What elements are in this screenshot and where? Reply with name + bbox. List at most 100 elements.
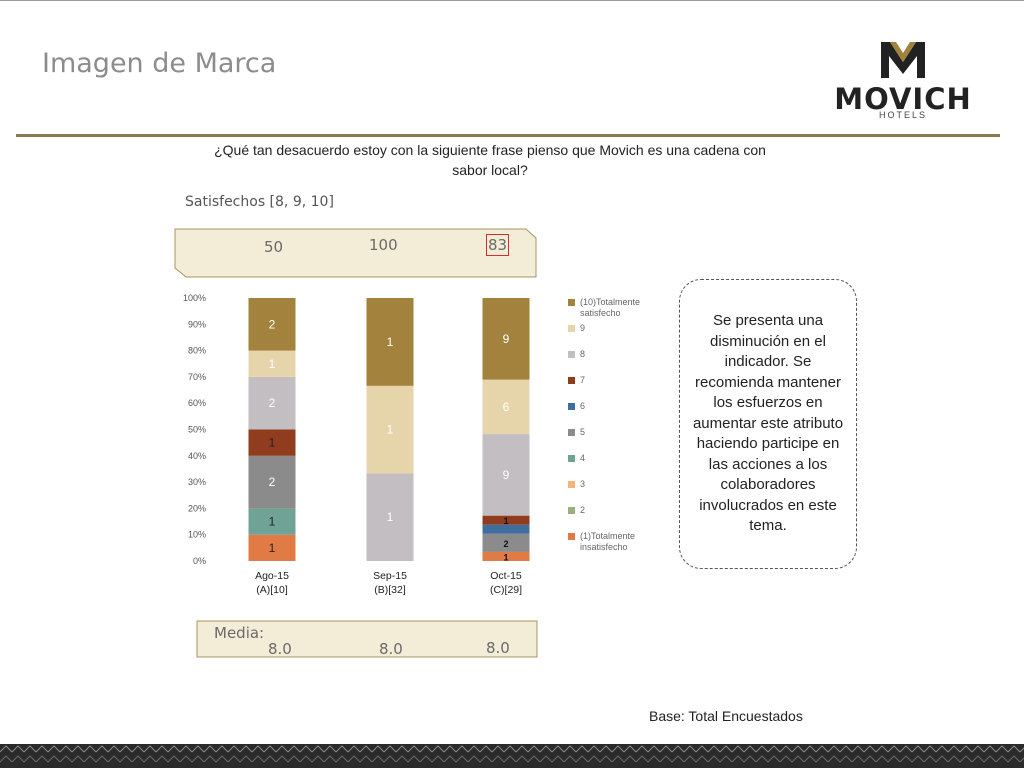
satisfied-value-oct: 83 [485, 234, 510, 256]
y-tick-label: 100% [183, 293, 206, 303]
media-label: Media: [214, 624, 265, 642]
base-note: Base: Total Encuestados [649, 708, 803, 724]
bar-segment [482, 434, 530, 516]
bar-segment [248, 534, 296, 561]
legend-item: 2 [568, 505, 668, 531]
y-tick-label: 50% [188, 425, 206, 435]
x-category-label: (C)[29] [490, 584, 522, 596]
y-tick-label: 40% [188, 451, 206, 461]
bar-data-label: 1 [387, 423, 394, 437]
legend-label: 5 [580, 427, 586, 437]
y-tick-label: 90% [188, 319, 206, 329]
legend-swatch [568, 455, 575, 462]
stacked-bar-chart-svg: 0%10%20%30%40%50%60%70%80%90%100%1012121… [183, 293, 530, 596]
bar-segment [248, 350, 296, 377]
bar-segment [482, 524, 530, 534]
media-value-oct: 8.0 [486, 639, 510, 657]
bar-data-label: 9 [503, 332, 510, 346]
bar-data-label: 1 [503, 552, 508, 562]
media-value-sep: 8.0 [379, 640, 403, 658]
stacked-bar-chart: 0%10%20%30%40%50%60%70%80%90%100%1012121… [170, 288, 560, 613]
bar-segment [366, 473, 414, 561]
bar-data-label: 1 [387, 510, 394, 524]
x-category-label: (B)[32] [374, 584, 406, 596]
header-divider [16, 134, 1000, 137]
legend-item: 6 [568, 401, 668, 427]
top-border [0, 0, 1024, 1]
legend-label: 7 [580, 375, 586, 385]
bar-data-label: 1 [387, 335, 394, 349]
y-tick-label: 60% [188, 398, 206, 408]
bar-segment [482, 298, 530, 380]
legend-item: 4 [568, 453, 668, 479]
bar-data-label: 6 [503, 400, 510, 414]
x-category-label: (A)[10] [256, 584, 288, 596]
insight-note-text: Se presenta una disminución en el indica… [692, 312, 844, 535]
bar-data-label: 9 [503, 468, 510, 482]
bar-segment [482, 533, 530, 552]
media-band: Media: 8.0 8.0 8.0 [196, 620, 540, 660]
legend-label: 8 [580, 349, 586, 359]
bar-data-label: 2 [503, 539, 508, 549]
legend-item: 5 [568, 427, 668, 453]
satisfied-band-shape [174, 228, 537, 278]
satisfied-value-ago: 50 [264, 238, 284, 256]
bar-segment [482, 515, 530, 525]
bar-data-label: 2 [269, 317, 276, 331]
legend-item: 7 [568, 375, 668, 401]
legend-item: (1)Totalmente insatisfecho [568, 531, 668, 557]
x-category-label: Sep-15 [373, 570, 407, 582]
bar-data-label: 1 [269, 541, 276, 555]
x-category-label: Ago-15 [255, 570, 289, 582]
legend-swatch [568, 325, 575, 332]
bar-data-label: 1 [269, 357, 276, 371]
satisfied-label: Satisfechos [8, 9, 10] [185, 194, 334, 210]
bar-segment [366, 298, 414, 386]
legend-swatch [568, 533, 575, 540]
bar-segment [248, 429, 296, 456]
survey-question: ¿Qué tan desacuerdo estoy con la siguien… [214, 142, 766, 178]
y-tick-label: 0% [193, 556, 206, 566]
satisfied-band: 50 100 83 [174, 228, 538, 278]
legend-item: (10)Totalmente satisfecho [568, 297, 668, 323]
decorative-footer [0, 744, 1024, 768]
legend-swatch [568, 429, 575, 436]
legend-item: 3 [568, 479, 668, 505]
legend-item: 9 [568, 323, 668, 349]
legend-swatch [568, 299, 575, 306]
logo-wordmark: MOVICH [834, 82, 972, 116]
movich-logo-icon [881, 42, 925, 78]
legend-swatch [568, 377, 575, 384]
insight-note: Se presenta una disminución en el indica… [679, 279, 857, 569]
legend-label: (10)Totalmente satisfecho [580, 297, 641, 318]
y-tick-label: 10% [188, 530, 206, 540]
legend-swatch [568, 403, 575, 410]
x-category-label: Oct-15 [490, 570, 522, 582]
logo-subtext: HOTELS [878, 110, 927, 120]
legend-label: 6 [580, 401, 586, 411]
legend-swatch [568, 351, 575, 358]
page-title: Imagen de Marca [42, 48, 277, 79]
legend-item: 8 [568, 349, 668, 375]
satisfied-value-sep: 100 [369, 236, 398, 254]
legend-label: (1)Totalmente insatisfecho [580, 531, 636, 552]
media-value-ago: 8.0 [268, 640, 292, 658]
bar-segment [248, 455, 296, 509]
bar-segment [366, 385, 414, 474]
movich-logo: MOVICH HOTELS [818, 40, 988, 122]
legend-label: 4 [580, 453, 586, 463]
bar-segment [248, 508, 296, 535]
media-band-shape [196, 620, 538, 658]
bar-segment [248, 298, 296, 351]
legend-label: 3 [580, 479, 586, 489]
chart-legend: (10)Totalmente satisfecho 9 8 7 6 5 4 3 2 (1)Tota… [568, 297, 668, 557]
y-tick-label: 80% [188, 346, 206, 356]
legend-swatch [568, 507, 575, 514]
y-tick-label: 70% [188, 372, 206, 382]
bar-data-label: 1 [269, 436, 276, 450]
legend-label: 2 [580, 505, 586, 515]
y-tick-label: 30% [188, 477, 206, 487]
bar-data-label: 1 [269, 515, 276, 529]
legend-swatch [568, 481, 575, 488]
y-tick-label: 20% [188, 503, 206, 513]
